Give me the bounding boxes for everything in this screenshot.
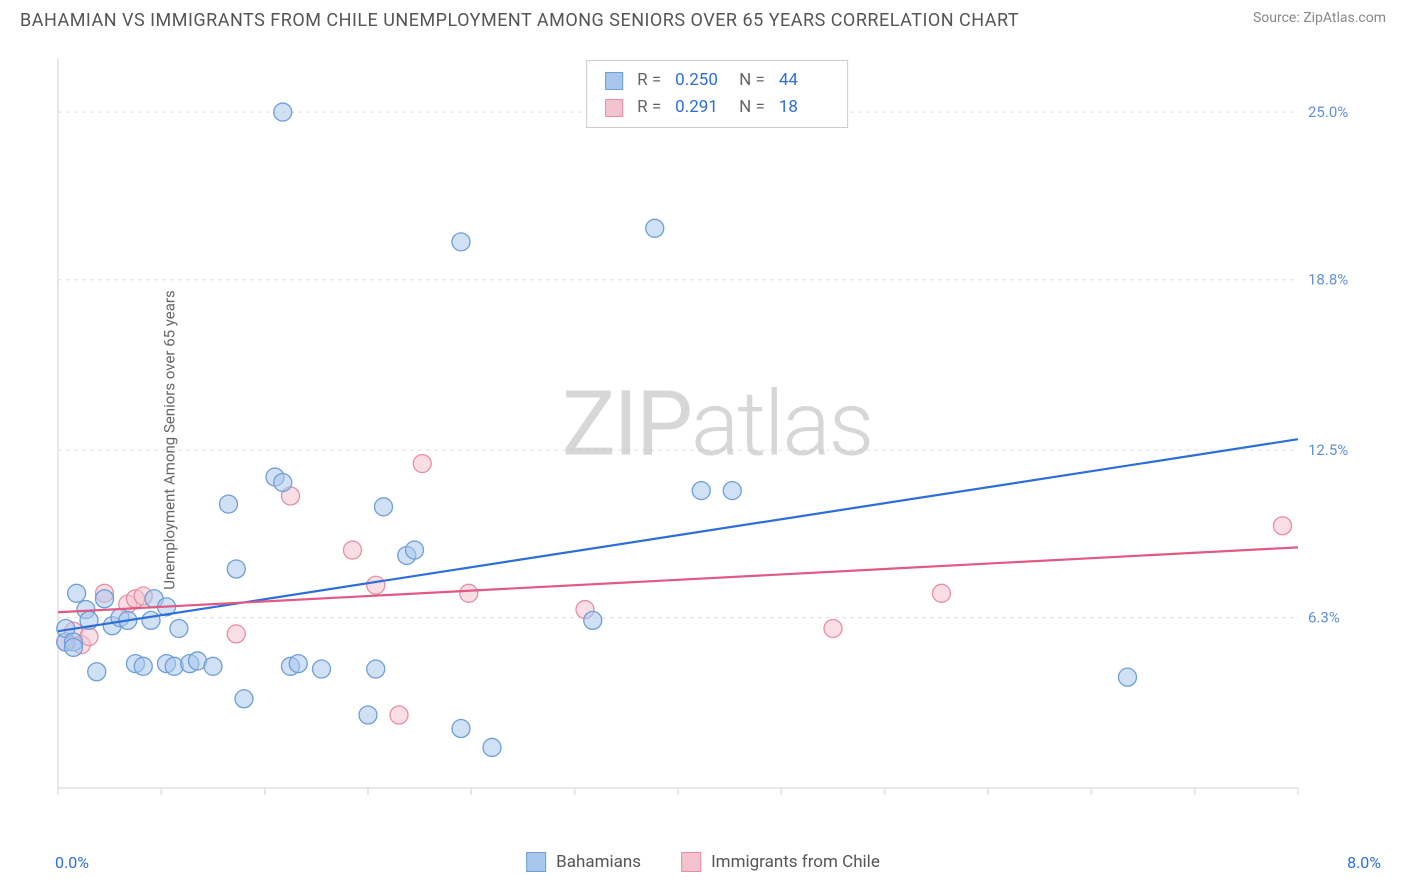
stats-row-2: R = 0.291 N = 18 [605, 94, 829, 121]
svg-text:18.8%: 18.8% [1308, 271, 1348, 289]
n-value-2: 18 [779, 94, 829, 121]
legend-swatch-2 [681, 852, 701, 872]
svg-text:6.3%: 6.3% [1308, 609, 1340, 627]
n-value-1: 44 [779, 67, 829, 94]
legend-item-1: Bahamians [526, 852, 641, 872]
chart-title: BAHAMIAN VS IMMIGRANTS FROM CHILE UNEMPL… [20, 10, 1019, 31]
scatter-plot: 6.3% 12.5% 18.8% 25.0% [48, 48, 1368, 818]
legend-swatch-1 [526, 852, 546, 872]
r-label: R = [637, 94, 661, 121]
stats-legend: R = 0.250 N = 44 R = 0.291 N = 18 [586, 60, 848, 128]
r-label: R = [637, 67, 661, 94]
svg-text:12.5%: 12.5% [1308, 441, 1348, 459]
chart-area: Unemployment Among Seniors over 65 years… [48, 48, 1386, 832]
bottom-legend: Bahamians Immigrants from Chile [526, 852, 880, 872]
legend-label-2: Immigrants from Chile [711, 852, 880, 872]
n-label: N = [739, 67, 765, 94]
swatch-series-2 [605, 99, 623, 117]
r-value-2: 0.291 [675, 94, 725, 121]
legend-item-2: Immigrants from Chile [681, 852, 880, 872]
stats-row-1: R = 0.250 N = 44 [605, 67, 829, 94]
x-axis-min: 0.0% [55, 853, 89, 872]
x-axis-max: 8.0% [1347, 853, 1381, 872]
r-value-1: 0.250 [675, 67, 725, 94]
source-label: Source: ZipAtlas.com [1253, 10, 1386, 26]
legend-label-1: Bahamians [556, 852, 641, 872]
swatch-series-1 [605, 72, 623, 90]
n-label: N = [739, 94, 765, 121]
y-axis-label: Unemployment Among Seniors over 65 years [161, 290, 179, 589]
svg-text:25.0%: 25.0% [1308, 103, 1348, 121]
